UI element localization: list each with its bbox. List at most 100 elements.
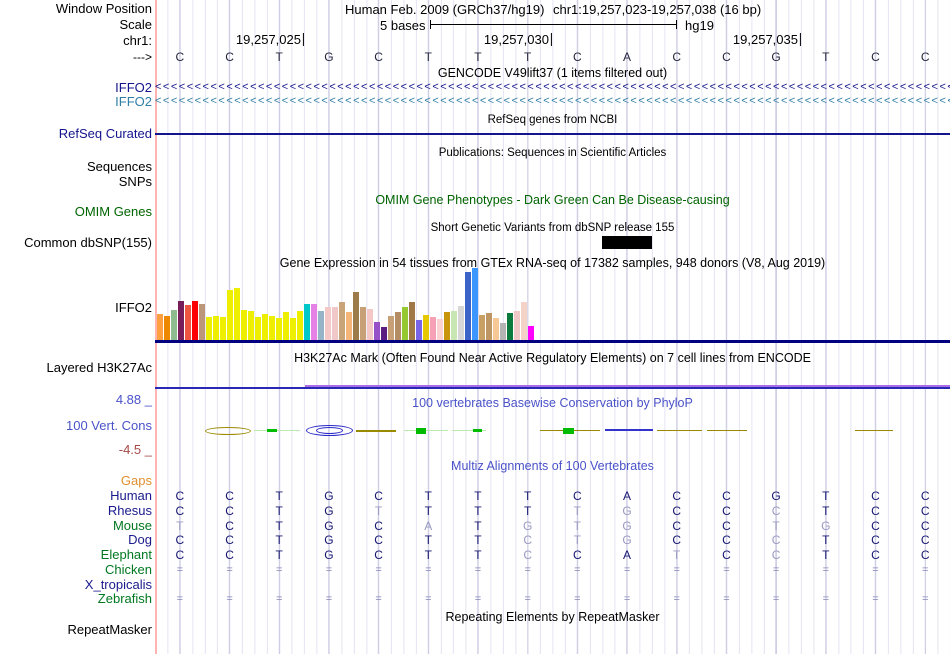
h3k27ac-track-title[interactable]: H3K27Ac Mark (Often Found Near Active Re… [294,351,811,365]
gtex-bar[interactable] [248,311,254,340]
common-dbsnp-label[interactable]: Common dbSNP(155) [24,235,152,250]
gtex-bar[interactable] [262,314,268,340]
gtex-bar[interactable] [339,302,345,340]
gtex-bar[interactable] [500,323,506,340]
gtex-bar[interactable] [276,318,282,340]
gtex-bar[interactable] [521,302,527,340]
repeatmasker-track-title[interactable]: Repeating Elements by RepeatMasker [445,610,660,624]
gtex-bar[interactable] [486,313,492,340]
gtex-gene-label[interactable]: IFFO2 [115,300,152,315]
aligned-base: G [622,533,632,547]
sequence-base: C [722,50,731,64]
gtex-bar[interactable] [332,307,338,340]
gtex-bar[interactable] [402,307,408,340]
gtex-track-title[interactable]: Gene Expression in 54 tissues from GTEx … [279,256,826,270]
gtex-bar[interactable] [206,317,212,340]
gtex-bar[interactable] [213,316,219,340]
gencode-gene-label-iffo2-2[interactable]: IFFO2 [115,94,152,109]
gtex-expression-barchart[interactable] [157,268,535,340]
gtex-bar[interactable] [360,307,366,340]
aligned-base: C [871,489,880,503]
gtex-bar[interactable] [255,317,261,340]
multiz-species-label-dog[interactable]: Dog [128,532,152,547]
gtex-bar[interactable] [234,288,240,340]
gtex-bar[interactable] [374,322,380,340]
gtex-bar[interactable] [507,313,513,340]
gtex-bar[interactable] [311,304,317,340]
gtex-bar[interactable] [318,311,324,340]
multiz-species-label-mouse[interactable]: Mouse [112,518,152,533]
multiz-species-label-x_tropicalis[interactable]: X_tropicalis [84,577,152,592]
sequences-label[interactable]: Sequences [86,159,152,174]
aligned-base: C [771,533,781,547]
aligned-base: T [573,533,582,547]
layered-h3k27ac-label[interactable]: Layered H3K27Ac [46,360,152,375]
gtex-bar[interactable] [353,292,359,340]
gtex-bar[interactable] [192,301,198,340]
gtex-bar[interactable] [416,320,422,340]
gtex-bar[interactable] [423,315,429,340]
refseq-track-title[interactable]: RefSeq genes from NCBI [487,114,618,126]
gtex-bar[interactable] [297,311,303,340]
dbsnp-variant-item[interactable] [602,236,652,249]
gtex-bar[interactable] [171,310,177,340]
gencode-gene-item-iffo2-2[interactable]: <<<<<<<<<<<<<<<<<<<<<<<<<<<<<<<<<<<<<<<<… [155,95,950,107]
conservation-track-title[interactable]: 100 vertebrates Basewise Conservation by… [412,396,693,410]
gtex-bar[interactable] [493,318,499,340]
gtex-bar[interactable] [437,319,443,340]
gtex-bar[interactable] [458,306,464,340]
refseq-gene-line[interactable] [155,133,950,135]
multiz-species-label-elephant[interactable]: Elephant [100,547,152,562]
h3k27ac-signal-navy[interactable] [155,387,950,389]
gtex-bar[interactable] [178,301,184,340]
gtex-bar[interactable] [514,311,520,340]
omim-genes-label[interactable]: OMIM Genes [74,204,152,219]
snps-label[interactable]: SNPs [118,174,152,189]
gtex-bar[interactable] [346,312,352,340]
multiz-track-title[interactable]: Multiz Alignments of 100 Vertebrates [451,459,654,473]
gtex-bar[interactable] [220,317,226,340]
repeatmasker-label[interactable]: RepeatMasker [67,622,152,637]
gtex-bar[interactable] [479,315,485,340]
gtex-bar[interactable] [290,318,296,340]
gtex-bar[interactable] [444,312,450,340]
gtex-bar[interactable] [472,268,478,340]
publications-track-title[interactable]: Publications: Sequences in Scientific Ar… [438,147,667,159]
gtex-bar[interactable] [395,312,401,340]
gtex-bar[interactable] [185,305,191,340]
aligned-base: = [425,564,432,576]
gtex-bar[interactable] [325,307,331,340]
gtex-bar[interactable] [528,326,534,340]
gencode-gene-item-iffo2-1[interactable]: <<<<<<<<<<<<<<<<<<<<<<<<<<<<<<<<<<<<<<<<… [155,81,950,93]
multiz-species-label-chicken[interactable]: Chicken [105,562,152,577]
gtex-bar[interactable] [283,312,289,340]
refseq-curated-label[interactable]: RefSeq Curated [58,126,152,141]
gtex-bar[interactable] [381,327,387,340]
gtex-bar[interactable] [465,272,471,340]
conservation-label[interactable]: 100 Vert. Cons [66,418,152,433]
gtex-bar[interactable] [409,302,415,340]
gtex-bar[interactable] [157,314,163,340]
h3k27ac-signal-violet[interactable] [305,385,950,387]
gtex-bar[interactable] [199,304,205,340]
gtex-bar[interactable] [269,316,275,340]
gtex-bar[interactable] [388,316,394,340]
multiz-species-label-zebrafish[interactable]: Zebrafish [97,591,152,606]
gtex-bar[interactable] [367,309,373,340]
multiz-species-label-gaps[interactable]: Gaps [120,473,152,488]
gtex-bar[interactable] [164,316,170,340]
multiz-species-label-human[interactable]: Human [110,488,152,503]
gtex-bar[interactable] [227,290,233,340]
aligned-base: C [573,548,582,562]
multiz-species-label-rhesus[interactable]: Rhesus [107,503,152,518]
gtex-bar[interactable] [430,317,436,340]
omim-track-title[interactable]: OMIM Gene Phenotypes - Dark Green Can Be… [375,193,730,207]
scale-ruler-tick-right [676,20,677,29]
gtex-bar[interactable] [451,311,457,340]
gtex-bar[interactable] [241,310,247,340]
gencode-track-title[interactable]: GENCODE V49lift37 (1 items filtered out) [437,66,668,80]
gencode-gene-label-iffo2-1[interactable]: IFFO2 [115,80,152,95]
dbsnp-track-title[interactable]: Short Genetic Variants from dbSNP releas… [430,222,675,234]
gtex-bar[interactable] [304,304,310,340]
